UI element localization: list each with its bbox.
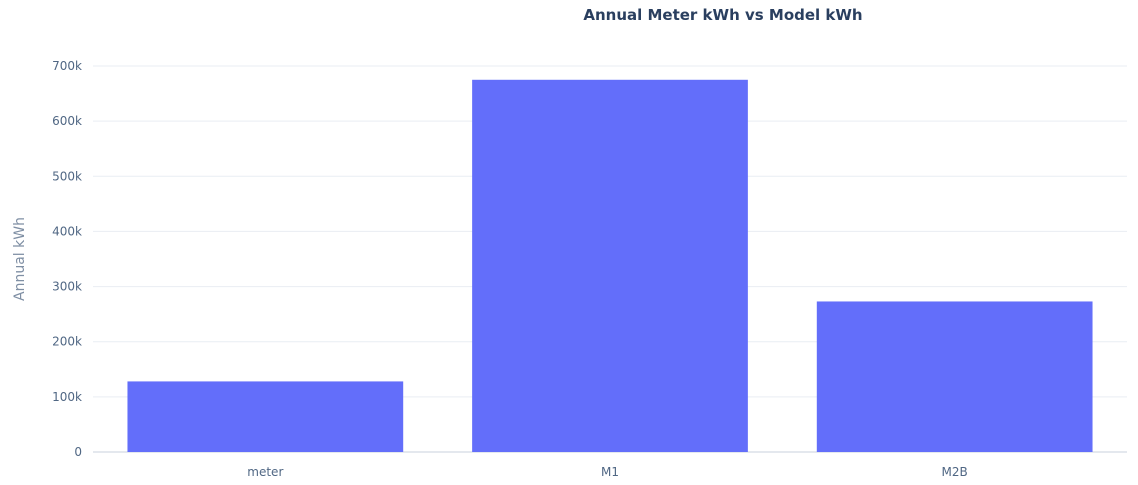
y-tick-label: 200k	[52, 335, 82, 349]
bar-m2b[interactable]	[816, 301, 1093, 452]
y-axis-title: Annual kWh	[12, 217, 28, 301]
y-tick-label: 0	[74, 445, 82, 459]
chart-title: Annual Meter kWh vs Model kWh	[583, 6, 863, 24]
y-axis-ticks: 0 100k 200k 300k 400k 500k 600k 700k	[52, 59, 82, 459]
y-tick-label: 300k	[52, 280, 82, 294]
y-tick-label: 100k	[52, 390, 82, 404]
y-tick-label: 600k	[52, 114, 82, 128]
x-tick-label: M2B	[942, 465, 968, 479]
y-tick-label: 500k	[52, 169, 82, 183]
x-tick-label: meter	[247, 465, 283, 479]
x-axis-ticks: meter M1 M2B	[247, 465, 967, 479]
bars	[127, 79, 1093, 453]
x-tick-label: M1	[601, 465, 619, 479]
y-tick-label: 700k	[52, 59, 82, 73]
bar-meter[interactable]	[127, 381, 404, 452]
y-tick-label: 400k	[52, 224, 82, 238]
bar-m1[interactable]	[472, 79, 748, 453]
